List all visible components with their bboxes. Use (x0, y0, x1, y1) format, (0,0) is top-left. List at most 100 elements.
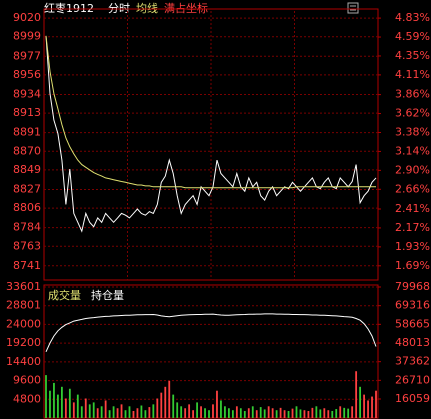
volume-bar (124, 410, 127, 418)
volume-bar (347, 408, 350, 418)
y-tick-label: 8806 (13, 201, 41, 214)
volume-bar (140, 405, 143, 418)
y-tick-label: 8891 (13, 126, 41, 139)
volume-bar (251, 406, 254, 418)
y-tick-label: 8849 (13, 163, 41, 176)
volume-bar (259, 407, 262, 418)
y2-tick-label: 58665 (395, 317, 430, 330)
volume-bar (295, 406, 298, 418)
volume-bar (108, 410, 111, 418)
y-tick-label: 8741 (13, 259, 41, 272)
y2-tick-label: 2.90% (395, 163, 430, 176)
volume-bar (220, 400, 222, 418)
volume-bar (331, 410, 334, 418)
volume-bar (176, 402, 179, 418)
y2-tick-label: 1.69% (395, 259, 430, 272)
y2-tick-label: 3.62% (395, 107, 430, 120)
y2-tick-label: 4.35% (395, 49, 430, 62)
y-tick-label: 8999 (13, 30, 41, 43)
coord-label[interactable]: 满占坐标 (164, 1, 208, 15)
volume-bar (351, 406, 354, 418)
volume-bar (88, 404, 91, 418)
volume-bar (255, 410, 258, 418)
volume-bar (303, 410, 306, 418)
volume-bar (271, 408, 274, 418)
y2-tick-label: 4.11% (395, 68, 430, 81)
volume-bar (200, 406, 202, 418)
volume-bar (180, 406, 183, 418)
volume-bar (60, 386, 63, 418)
panel-frame (43, 284, 379, 419)
volume-bar (84, 398, 87, 418)
series-line (45, 35, 376, 189)
volume-bar (120, 404, 123, 418)
volume-bar (92, 402, 95, 418)
volume-bar (283, 410, 286, 418)
settings-icon[interactable] (347, 2, 359, 14)
legend-entry: 持仓量 (91, 288, 124, 302)
y2-tick-label: 3.14% (395, 144, 430, 157)
volume-bar (231, 410, 234, 418)
y-tick-label: 8956 (13, 68, 41, 81)
volume-bar (188, 404, 191, 418)
volume-bar (216, 390, 218, 418)
y-tick-label: 9600 (13, 374, 41, 387)
volume-bar (287, 410, 290, 418)
y-tick-label: 8934 (13, 87, 41, 100)
volume-bar (367, 400, 369, 418)
volume-bar (57, 394, 59, 418)
y-tick-label: 8913 (13, 106, 41, 119)
volume-bar (267, 406, 270, 418)
volume-bar (355, 371, 358, 418)
y2-tick-label: 37362 (395, 355, 430, 368)
volume-bar (76, 394, 79, 418)
volume-bar (375, 390, 377, 418)
volume-bar (343, 407, 346, 418)
avg-label[interactable]: 均线 (136, 1, 158, 15)
volume-bar (96, 408, 99, 418)
volume-bar (275, 410, 278, 418)
volume-bar (319, 409, 322, 418)
y-tick-label: 8784 (13, 221, 41, 234)
volume-bar (227, 408, 230, 418)
volume-bar (152, 404, 155, 418)
y-tick-label: 4800 (13, 392, 41, 405)
volume-bar (247, 408, 250, 418)
volume-bar (235, 406, 238, 418)
volume-bar (263, 409, 266, 418)
y2-tick-label: 69316 (395, 299, 430, 312)
volume-bar (144, 410, 147, 418)
y2-tick-label: 16059 (395, 392, 430, 405)
volume-bar (335, 409, 338, 418)
volume-bar (112, 406, 115, 418)
volume-bar (128, 406, 131, 418)
volume-bar (156, 398, 159, 418)
volume-bar (239, 408, 242, 418)
y2-tick-label: 2.41% (395, 202, 430, 215)
y-tick-label: 8977 (13, 49, 41, 62)
y2-tick-label: 48013 (395, 336, 430, 349)
y-tick-label: 24000 (6, 317, 41, 330)
y2-tick-label: 2.17% (395, 221, 430, 234)
volume-bar (49, 390, 51, 418)
y2-tick-label: 79968 (395, 280, 430, 293)
volume-bar (136, 408, 139, 418)
volume-bar (323, 408, 326, 418)
volume-bar (299, 409, 302, 418)
y2-tick-label: 4.83% (395, 11, 430, 24)
volume-bar (192, 410, 195, 418)
volume-bar (204, 408, 206, 418)
volume-bar (363, 394, 365, 418)
series-line (45, 35, 377, 233)
volume-bar (279, 407, 282, 418)
volume-bar (307, 410, 310, 418)
volume-bar (311, 407, 314, 418)
volume-bar (243, 410, 246, 418)
y-tick-label: 8763 (13, 239, 41, 252)
y2-tick-label: 2.66% (395, 182, 430, 195)
volume-bar (116, 408, 119, 418)
volume-bar (184, 408, 187, 418)
volume-bar (315, 406, 318, 418)
volume-bar (168, 380, 171, 418)
y2-tick-label: 4.59% (395, 30, 430, 43)
